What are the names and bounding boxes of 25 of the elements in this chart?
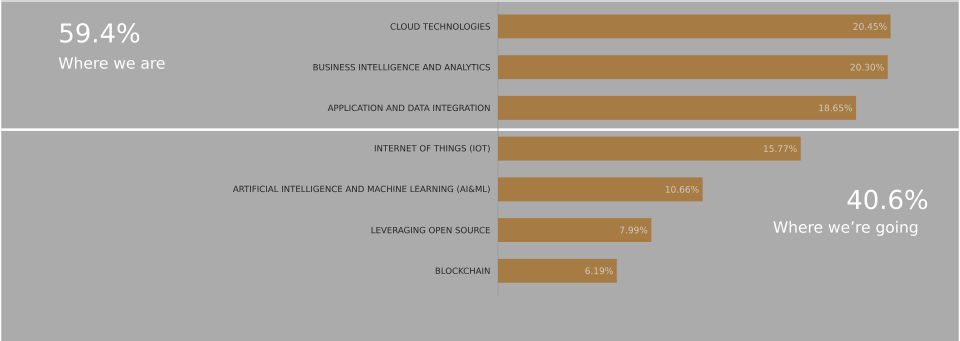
annotation: 40.6% (848, 190, 928, 210)
bar (498, 14, 891, 38)
y-tick-label: BUSINESS INTELLIGENCE AND ANALYTICS (314, 64, 490, 70)
data-label: 20.45% (854, 23, 887, 30)
y-tick-label: LEVERAGING OPEN SOURCE (372, 226, 490, 234)
data-label: 6.19% (585, 267, 613, 274)
text: 59.4% (60, 23, 140, 43)
bar (498, 218, 652, 242)
bar (498, 96, 856, 120)
data-label: 18.65% (819, 104, 852, 112)
y-tick-label: ARTIFICIAL INTELLIGENCE AND MACHINE LEARNING (AI&ML) (232, 185, 490, 194)
data-label: 20.30% (850, 64, 884, 71)
data-label: 7.99% (620, 226, 648, 234)
text: Where we are (58, 56, 165, 69)
bar (498, 177, 703, 202)
data-label: 10.66% (666, 186, 699, 193)
bar (498, 136, 801, 161)
bar (498, 55, 888, 80)
bar (498, 258, 617, 283)
data-label: 15.77% (764, 145, 797, 152)
y-tick-label: CLOUD TECHNOLOGIES (390, 23, 490, 30)
y-tick-label: APPLICATION AND DATA INTEGRATION (328, 104, 490, 112)
annotation: Where we’re going (773, 220, 918, 236)
y-tick-label: INTERNET OF THINGS (IOT) (374, 144, 490, 152)
y-tick-label: BLOCKCHAIN (436, 268, 490, 274)
